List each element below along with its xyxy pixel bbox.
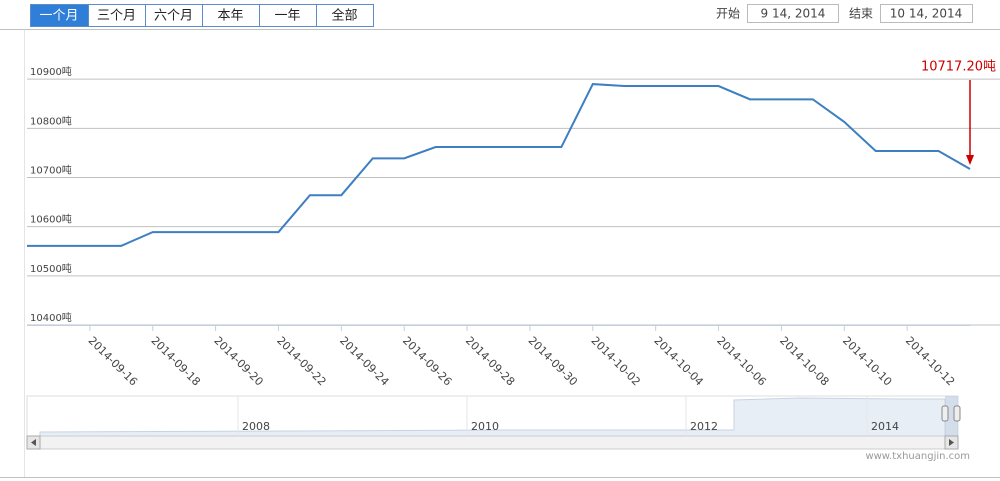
navigator-handle[interactable] [953, 405, 961, 422]
credit[interactable]: www.txhuangjin.com [865, 451, 970, 462]
end-input[interactable] [880, 4, 973, 23]
button-label[interactable]: 本年 [217, 9, 243, 24]
range-button[interactable]: 三个月 [88, 4, 146, 27]
x-tick-label: 2014-09-30 [526, 334, 580, 388]
y-tick-label: 10400吨 [30, 311, 72, 324]
x-tick-label: 2014-10-06 [714, 334, 768, 388]
y-tick-label: 10500吨 [30, 262, 72, 275]
x-tick-label: 2014-09-20 [211, 334, 265, 388]
x-tick-label: 2014-09-16 [86, 334, 140, 388]
x-tick-label: 2014-09-22 [274, 334, 328, 388]
scroll-left-arrow [31, 439, 36, 446]
y-tick-label: 10800吨 [30, 114, 72, 127]
button-label[interactable]: 一年 [274, 9, 300, 24]
range-button[interactable]: 本年 [202, 4, 260, 27]
range-button[interactable]: 一个月 [30, 4, 89, 27]
y-tick-label: 10600吨 [30, 213, 72, 226]
line-series [27, 83, 971, 247]
x-tick-label: 2014-09-24 [337, 334, 391, 388]
start-label: 开始 [716, 7, 740, 21]
x-tick-label: 2014-09-28 [463, 334, 517, 388]
y-tick-label: 10700吨 [30, 164, 72, 177]
scroll-right-arrow [949, 439, 954, 446]
navigator-label: 2012 [690, 420, 718, 433]
navigator-label: 2008 [242, 420, 270, 433]
navigator-label: 2014 [871, 420, 899, 433]
x-tick-label: 2014-10-08 [777, 334, 831, 388]
scrollbar[interactable] [26, 435, 959, 450]
arrow-head [966, 155, 974, 166]
y-tick-label: 10900吨 [30, 65, 72, 78]
range-button[interactable]: 六个月 [145, 4, 203, 27]
start-value[interactable]: 9 14, 2014 [761, 7, 826, 21]
x-tick-label: 2014-10-04 [651, 334, 705, 388]
x-tick-label: 2014-09-26 [400, 334, 454, 388]
x-tick-label: 2014-10-02 [589, 334, 643, 388]
button-label[interactable]: 一个月 [39, 9, 78, 24]
end-label: 结束 [849, 7, 873, 21]
x-tick-label: 2014-10-10 [840, 334, 894, 388]
x-tick-label: 2014-09-18 [148, 334, 202, 388]
range-button[interactable]: 一年 [259, 4, 317, 27]
button-label[interactable]: 全部 [331, 8, 357, 24]
navigator-label: 2010 [471, 420, 499, 433]
start-input[interactable] [747, 4, 839, 23]
range-selector: 一个月 三个月 六个月 本年 一年 全部 [30, 4, 374, 27]
button-label[interactable]: 六个月 [154, 9, 193, 24]
button-box[interactable] [316, 4, 374, 27]
end-value[interactable]: 10 14, 2014 [890, 7, 963, 21]
x-tick-label: 2014-10-12 [903, 334, 957, 388]
navigator-handle[interactable] [941, 405, 949, 422]
range-button[interactable]: 全部 [316, 4, 374, 27]
value-label: 10717.20吨 [921, 60, 996, 75]
button-label[interactable]: 三个月 [97, 9, 136, 24]
